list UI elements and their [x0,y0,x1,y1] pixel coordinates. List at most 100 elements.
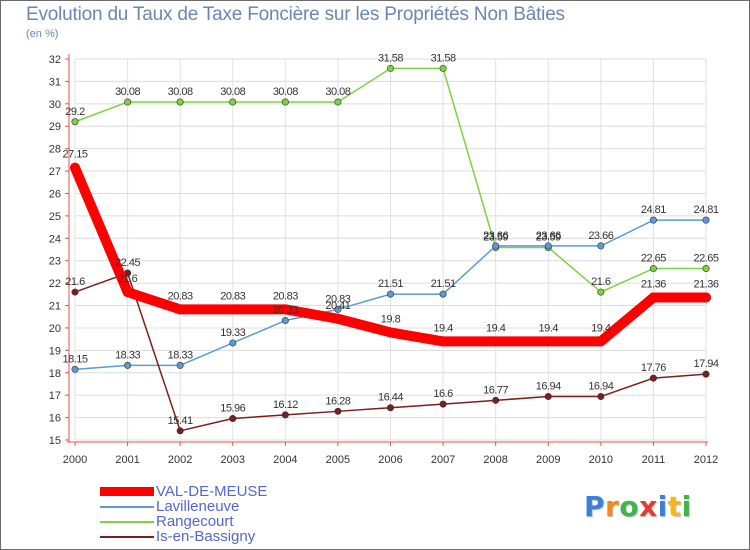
data-label-rangecourt-2003: 30.08 [220,86,245,98]
point-lavilleneuve-2005 [334,305,342,313]
logo-letter-5: t [667,490,682,523]
data-label-rangecourt-2002: 30.08 [168,86,193,98]
logo-letter-1: r [605,490,620,523]
data-label-val-de-meuse-2003: 20.83 [220,290,245,302]
point-rangecourt-2006 [386,64,394,72]
y-tick-label-30: 30 [49,99,61,111]
y-tick-label-31: 31 [49,76,61,88]
point-lavilleneuve-2009 [544,242,552,250]
point-rangecourt-2007 [439,64,447,72]
point-lavilleneuve-2011 [649,216,657,224]
point-is-en-bassigny-2006 [386,404,394,412]
data-label-is-en-bassigny-2002: 15.41 [168,415,193,427]
x-tick-label-2005: 2005 [326,454,350,466]
y-tick-label-29: 29 [49,121,61,133]
series-val-de-meuse [70,162,711,347]
data-label-is-en-bassigny-2001: 22.45 [115,257,140,269]
y-tick-label-21: 21 [49,301,61,313]
point-lavilleneuve-2003 [229,339,237,347]
point-rangecourt-2003 [229,98,237,106]
point-val-de-meuse-2004 [280,304,291,315]
point-lavilleneuve-2010 [597,242,605,250]
point-lavilleneuve-2008 [492,242,500,250]
series-rangecourt [71,64,710,296]
y-tick-label-32: 32 [49,54,61,66]
data-label-lavilleneuve-2005: 20.83 [325,293,350,305]
point-val-de-meuse-2002 [175,304,186,315]
point-val-de-meuse-2005 [332,313,343,324]
y-tick-label-28: 28 [49,144,61,156]
data-label-rangecourt-2011: 22.65 [641,253,666,265]
point-val-de-meuse-2006 [385,327,396,338]
point-rangecourt-2004 [281,98,289,106]
logo-letter-6: i [681,490,692,523]
data-label-lavilleneuve-2001: 18.33 [115,349,140,361]
legend-swatch-rangecourt [100,520,154,523]
data-label-is-en-bassigny-2012: 17.94 [693,358,718,370]
logo-letter-3: x [639,490,658,523]
point-is-en-bassigny-2000 [71,288,79,296]
legend-swatch-lavilleneuve [100,505,154,508]
legend-item-is-en-bassigny: Is-en-Bassigny [100,529,255,544]
point-val-de-meuse-2011 [648,292,659,303]
data-label-rangecourt-2005: 30.08 [325,86,350,98]
y-tick-label-22: 22 [49,278,61,290]
data-label-lavilleneuve-2008: 23.66 [483,230,508,242]
y-tick-label-27: 27 [49,166,61,178]
x-tick-label-2003: 2003 [221,454,245,466]
x-tick-label-2009: 2009 [536,454,560,466]
legend-swatch-is-en-bassigny [100,535,154,538]
data-label-is-en-bassigny-2005: 16.28 [325,395,350,407]
data-label-lavilleneuve-2006: 21.51 [378,278,403,290]
point-is-en-bassigny-2009 [544,393,552,401]
data-label-lavilleneuve-2002: 18.33 [168,349,193,361]
x-tick-label-2011: 2011 [642,454,666,466]
point-rangecourt-2011 [649,265,657,273]
y-tick-label-15: 15 [49,435,61,447]
legend-label-val-de-meuse: VAL-DE-MEUSE [156,483,268,500]
data-label-lavilleneuve-2010: 23.66 [588,230,613,242]
data-label-lavilleneuve-2004: 20.33 [273,305,298,317]
data-label-rangecourt-2009: 23.59 [536,231,561,243]
data-label-is-en-bassigny-2004: 16.12 [273,399,298,411]
point-is-en-bassigny-2003 [229,414,237,422]
data-label-rangecourt-2007: 31.58 [431,52,456,64]
logo-letter-0: P [584,490,606,523]
y-tick-label-24: 24 [49,233,61,245]
point-is-en-bassigny-2010 [597,393,605,401]
point-lavilleneuve-2006 [386,290,394,298]
point-val-de-meuse-2007 [438,336,449,347]
point-rangecourt-2012 [702,265,710,273]
legend-item-rangecourt: Rangecourt [100,514,234,529]
y-tick-label-16: 16 [49,413,61,425]
legend-label-rangecourt: Rangecourt [156,513,234,530]
data-label-rangecourt-2012: 22.65 [693,253,718,265]
point-is-en-bassigny-2004 [281,411,289,419]
y-tick-label-19: 19 [49,345,61,357]
data-label-is-en-bassigny-2007: 16.6 [433,388,453,400]
y-tick-label-20: 20 [49,323,61,335]
data-label-is-en-bassigny-2009: 16.94 [536,381,561,393]
data-label-val-de-meuse-2010: 19.4 [591,322,611,334]
data-label-val-de-meuse-2009: 19.4 [539,322,559,334]
y-tick-label-17: 17 [49,390,61,402]
data-label-rangecourt-2004: 30.08 [273,86,298,98]
data-label-val-de-meuse-2005: 20.41 [325,300,350,312]
y-axis-unit-label: (en %) [26,28,59,40]
y-tick-label-18: 18 [49,368,61,380]
point-is-en-bassigny-2007 [439,400,447,408]
y-tick-label-26: 26 [49,188,61,200]
data-label-lavilleneuve-2000: 18.15 [62,353,87,365]
x-tick-label-2007: 2007 [431,454,455,466]
legend-label-lavilleneuve: Lavilleneuve [156,498,240,515]
data-label-is-en-bassigny-2011: 17.76 [641,362,666,374]
data-label-is-en-bassigny-2000: 21.6 [65,276,85,288]
point-rangecourt-2002 [176,98,184,106]
logo-letter-2: o [619,490,640,523]
data-label-rangecourt-2008: 23.59 [483,231,508,243]
x-tick-label-2002: 2002 [168,454,192,466]
point-rangecourt-2005 [334,98,342,106]
x-tick-label-2000: 2000 [63,454,87,466]
proxiti-logo: Proxiti [584,490,692,523]
